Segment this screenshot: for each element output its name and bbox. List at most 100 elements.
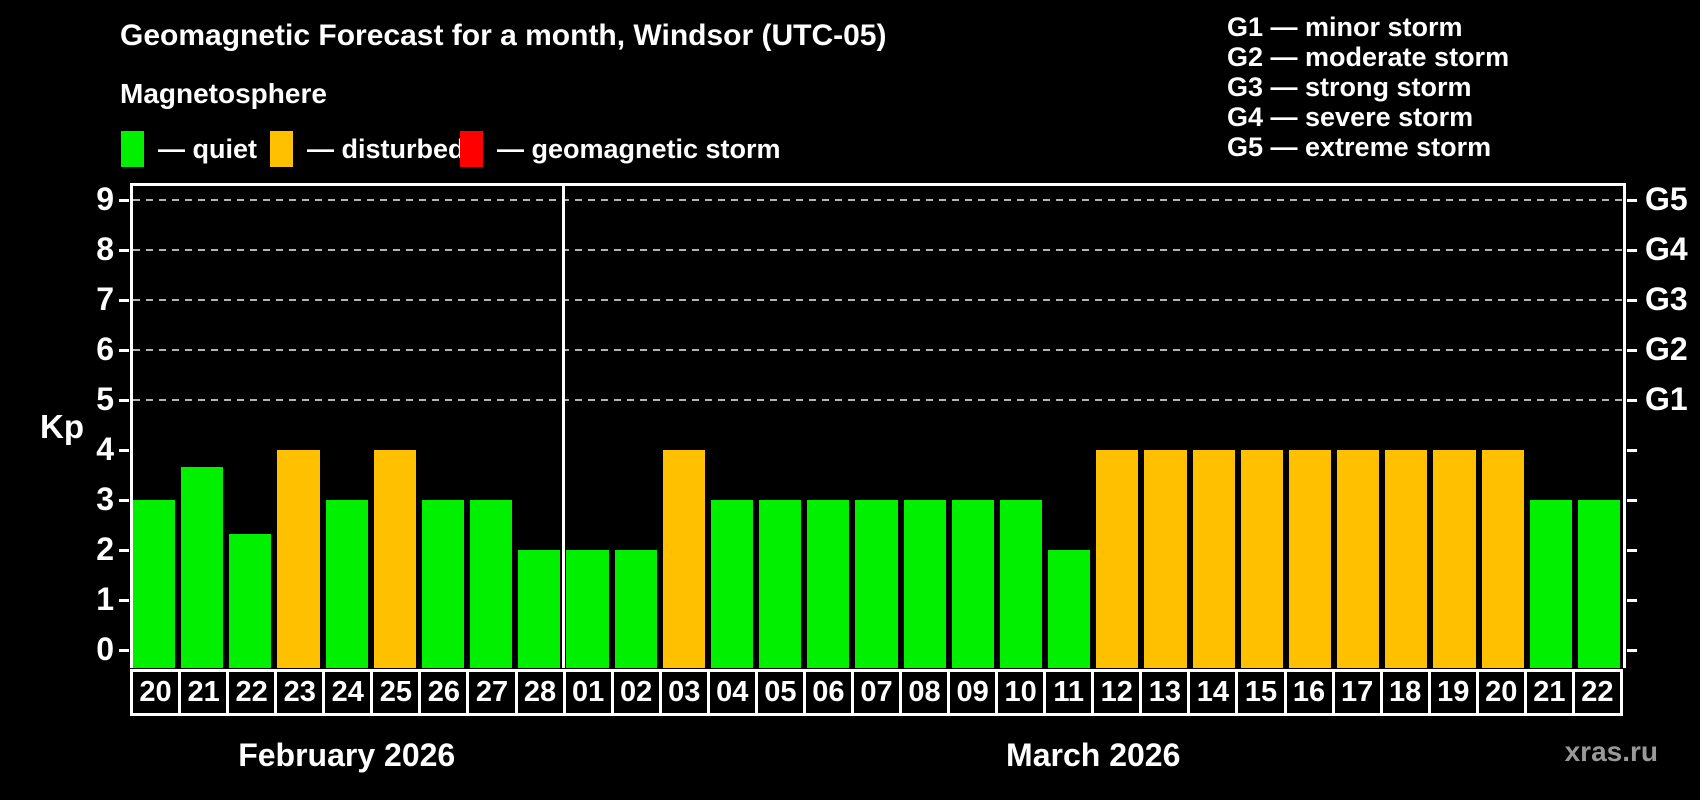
y-axis-tick (119, 649, 129, 652)
right-axis-tick (1627, 199, 1637, 202)
kp-bar (903, 500, 946, 668)
day-label: 20 (1475, 669, 1527, 716)
day-label: 03 (658, 669, 710, 716)
page-title: Geomagnetic Forecast for a month, Windso… (120, 19, 887, 52)
day-label: 21 (178, 669, 230, 716)
y-axis-title: Kp (40, 408, 84, 445)
right-axis-tick (1627, 549, 1637, 552)
day-label: 01 (562, 669, 614, 716)
gridline-kp8 (133, 249, 1623, 251)
legend-label-storm: — geomagnetic storm (497, 133, 781, 164)
y-axis-tick (119, 199, 129, 202)
legend-item-disturbed: — disturbed (270, 131, 465, 167)
month-label: March 2026 (1006, 737, 1181, 773)
plot-border-left (130, 183, 133, 668)
disturbed-color-swatch (270, 131, 293, 167)
plot-border-top (130, 183, 1626, 186)
kp-bar (662, 450, 705, 668)
y-tick-label: 8 (96, 231, 114, 267)
y-axis-tick (119, 349, 129, 352)
day-label: 20 (130, 669, 182, 716)
right-axis-tick (1627, 499, 1637, 502)
y-axis-tick (119, 449, 129, 452)
right-axis-tick (1627, 249, 1637, 252)
kp-bar (470, 500, 513, 668)
right-axis-tick (1627, 349, 1637, 352)
g-level-label: G3 (1645, 281, 1688, 317)
y-tick-label: 9 (96, 181, 114, 217)
gridline-kp5 (133, 399, 1623, 401)
y-axis-tick (119, 499, 129, 502)
day-label: 08 (899, 669, 951, 716)
y-tick-label: 7 (96, 281, 114, 317)
gridline-kp9 (133, 199, 1623, 201)
kp-bar (518, 550, 561, 668)
right-axis-tick (1627, 299, 1637, 302)
storm-color-swatch (460, 131, 483, 167)
day-label: 28 (514, 669, 566, 716)
day-label: 26 (418, 669, 470, 716)
right-axis-tick (1627, 449, 1637, 452)
kp-bar (1385, 450, 1428, 668)
day-label: 23 (274, 669, 326, 716)
y-axis-tick (119, 249, 129, 252)
day-label: 06 (802, 669, 854, 716)
gridline-kp7 (133, 299, 1623, 301)
kp-bar (1240, 450, 1283, 668)
quiet-color-swatch (121, 131, 144, 167)
day-label: 04 (706, 669, 758, 716)
g-level-label: G2 (1645, 331, 1688, 367)
y-axis-tick (119, 299, 129, 302)
kp-bar (614, 550, 657, 668)
gridline-kp6 (133, 349, 1623, 351)
g-level-label: G5 (1645, 181, 1688, 217)
x-axis-day-labels: 20 21 22 23 24 25 26 27 28 01 02 03 04 05 06 07 08 09 10 11… (130, 669, 1623, 716)
y-axis-tick (119, 599, 129, 602)
y-axis-tick (119, 549, 129, 552)
day-label: 21 (1523, 669, 1575, 716)
day-label: 10 (995, 669, 1047, 716)
kp-bar (855, 500, 898, 668)
y-tick-label: 2 (96, 531, 114, 567)
magnetosphere-label: Magnetosphere (120, 78, 327, 109)
kp-bar (325, 500, 368, 668)
day-label: 09 (947, 669, 999, 716)
kp-bar (999, 500, 1043, 668)
day-label: 02 (610, 669, 662, 716)
day-label: 05 (754, 669, 806, 716)
g4-legend-line: G4 — severe storm (1227, 102, 1474, 132)
day-label: 17 (1331, 669, 1383, 716)
right-axis-tick (1627, 649, 1637, 652)
kp-bar (229, 533, 272, 668)
month-separator (561, 183, 565, 668)
right-axis-tick (1627, 399, 1637, 402)
legend-label-quiet: — quiet (158, 133, 257, 164)
y-tick-label: 4 (96, 431, 114, 467)
day-label: 13 (1139, 669, 1191, 716)
kp-bar (759, 500, 802, 668)
day-label: 14 (1187, 669, 1239, 716)
day-label: 18 (1379, 669, 1431, 716)
g1-legend-line: G1 — minor storm (1227, 12, 1463, 42)
day-label: 24 (322, 669, 374, 716)
kp-bar (1529, 500, 1572, 668)
kp-bar (1481, 450, 1524, 668)
kp-bar (807, 500, 850, 668)
day-label: 12 (1091, 669, 1143, 716)
day-label: 07 (850, 669, 902, 716)
month-label: February 2026 (238, 737, 456, 773)
y-tick-label: 3 (96, 481, 114, 517)
kp-bar (277, 450, 320, 668)
kp-bar (1096, 450, 1139, 668)
kp-bar (1577, 500, 1620, 668)
y-tick-label: 1 (96, 581, 114, 617)
kp-bar (133, 500, 176, 668)
kp-bar (373, 450, 416, 668)
kp-bar (710, 500, 754, 668)
legend-label-disturbed: — disturbed (307, 133, 465, 164)
g-level-label: G1 (1645, 381, 1688, 417)
kp-bar (1288, 450, 1332, 668)
kp-bar (566, 550, 609, 668)
kp-bar (1433, 450, 1476, 668)
